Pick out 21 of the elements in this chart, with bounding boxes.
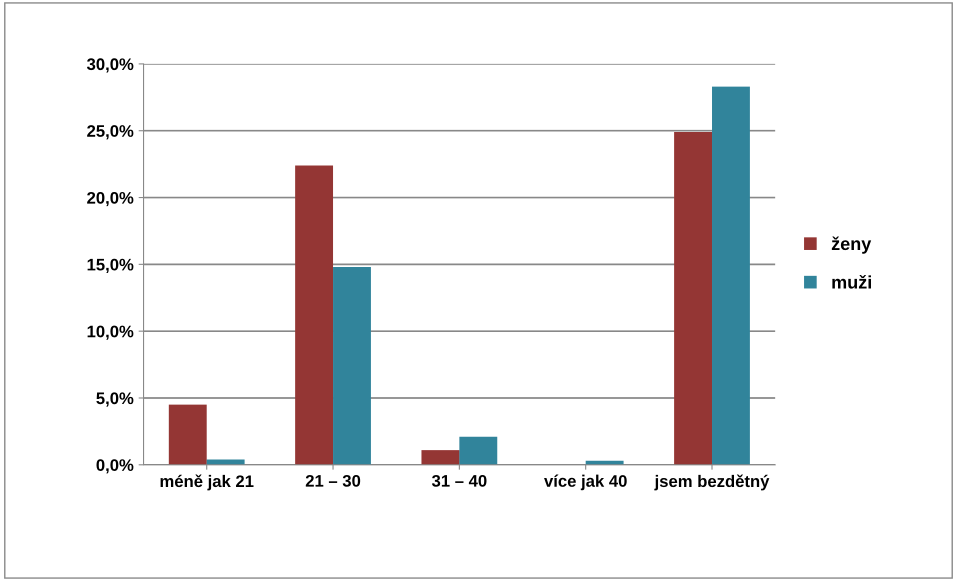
y-tick-label: 5,0% [96,392,134,407]
bar [421,450,460,465]
y-tick-label: 30,0% [86,58,134,73]
y-tick-label: 15,0% [88,258,134,273]
y-tick-label: 10,0% [88,326,134,340]
x-tick-label: 31 – 40 [432,474,486,487]
bar [459,436,498,465]
bar [712,86,750,465]
y-tick-label: 25,0% [87,125,134,140]
legend-label: ženy [832,236,872,254]
bar [674,132,712,465]
y-tick-label: 20,0% [87,192,134,206]
bar [333,267,371,465]
bar [168,404,207,465]
legend-label: muži [832,274,871,289]
x-tick-label: méně jak 21 [160,474,254,490]
x-tick-label: jsem bezdětný [654,474,770,490]
bar [295,165,334,465]
x-tick-label: 21 – 30 [306,474,360,487]
x-tick-label: více jak 40 [544,474,627,490]
y-tick-label: 0,0% [96,459,134,474]
